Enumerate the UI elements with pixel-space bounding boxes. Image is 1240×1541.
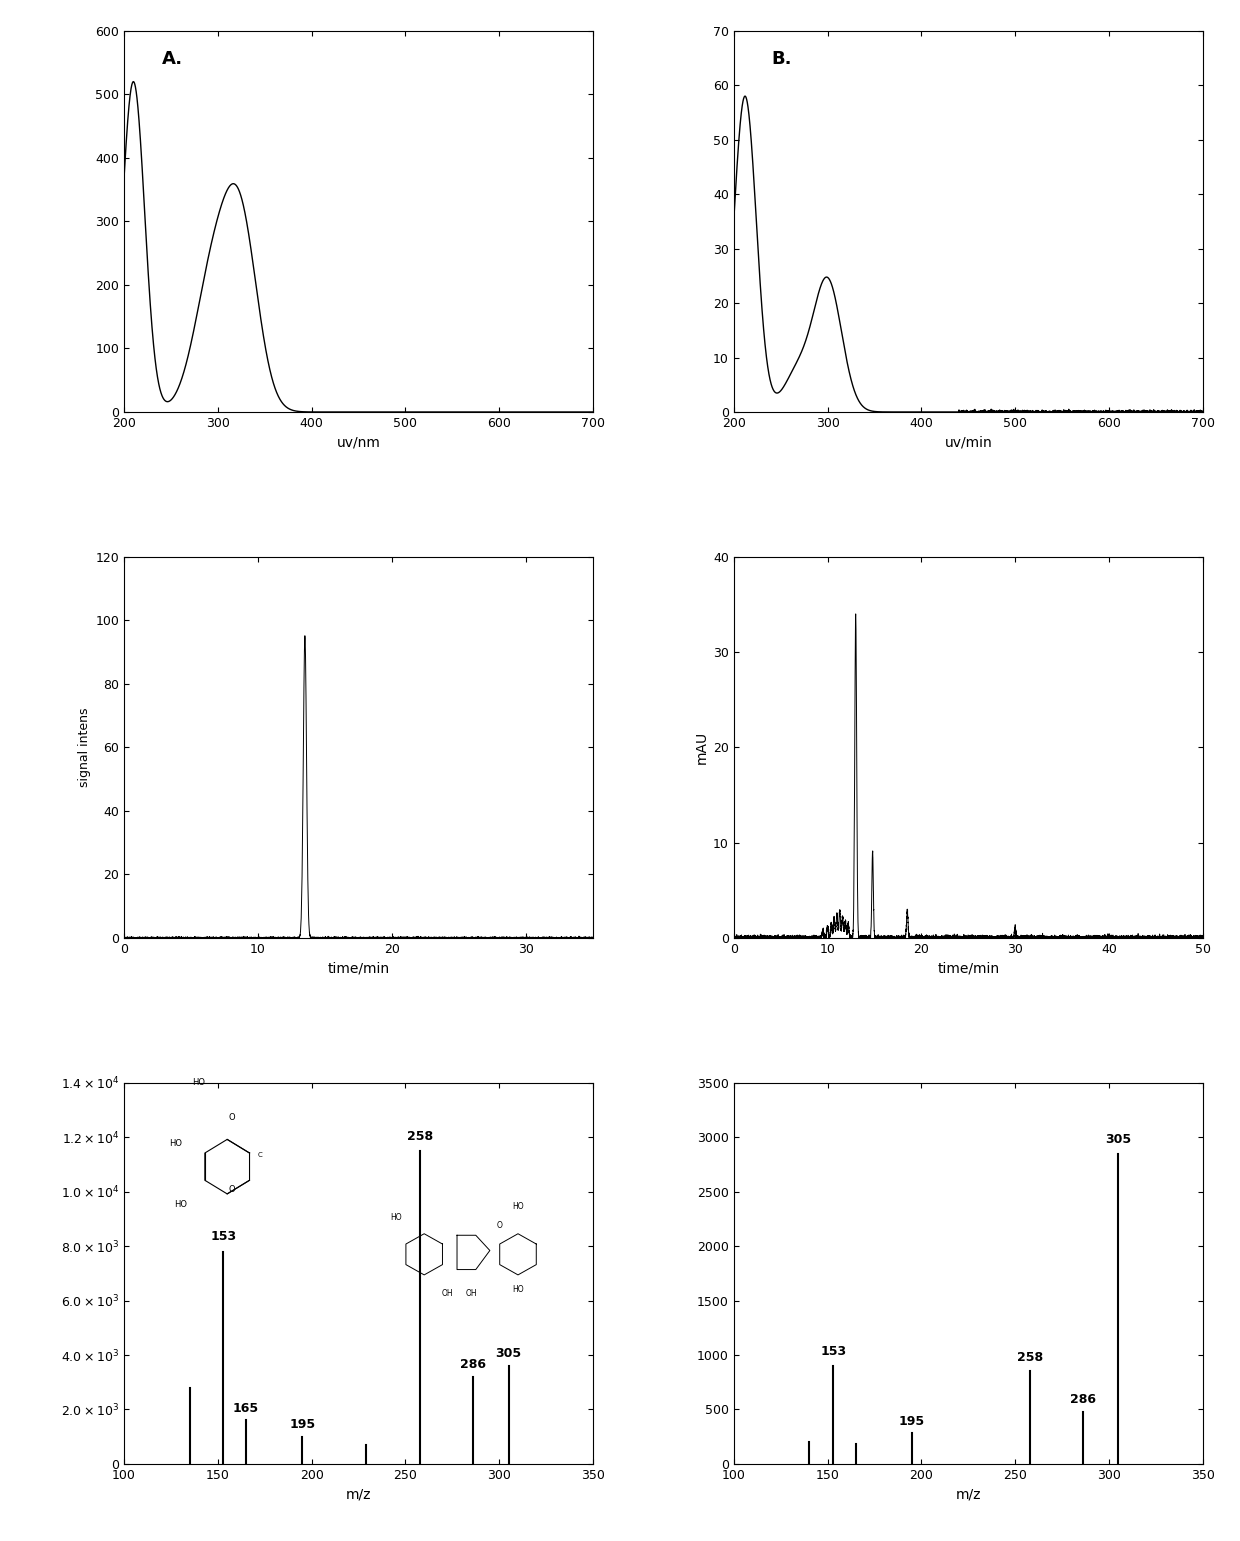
Text: B.: B. bbox=[771, 49, 792, 68]
Text: O: O bbox=[228, 1113, 236, 1122]
X-axis label: uv/min: uv/min bbox=[945, 436, 992, 450]
X-axis label: time/min: time/min bbox=[327, 962, 389, 975]
Text: A.: A. bbox=[161, 49, 182, 68]
Y-axis label: mAU: mAU bbox=[694, 730, 709, 764]
Text: 165: 165 bbox=[233, 1402, 259, 1415]
Text: 305: 305 bbox=[1105, 1133, 1131, 1147]
Text: C: C bbox=[258, 1153, 263, 1159]
Text: 258: 258 bbox=[1017, 1351, 1043, 1364]
Text: HO: HO bbox=[192, 1079, 206, 1088]
Text: O: O bbox=[496, 1220, 502, 1230]
Y-axis label: signal intens: signal intens bbox=[78, 707, 91, 787]
Text: OH: OH bbox=[465, 1290, 477, 1298]
Text: HO: HO bbox=[512, 1202, 523, 1211]
Text: 305: 305 bbox=[496, 1347, 522, 1361]
Text: OH: OH bbox=[441, 1290, 454, 1298]
Text: O: O bbox=[228, 1185, 236, 1194]
Text: 195: 195 bbox=[899, 1415, 925, 1429]
Text: 258: 258 bbox=[408, 1130, 434, 1143]
X-axis label: m/z: m/z bbox=[346, 1487, 371, 1501]
Text: 153: 153 bbox=[820, 1345, 846, 1358]
Text: 195: 195 bbox=[289, 1418, 315, 1432]
Text: 286: 286 bbox=[460, 1358, 486, 1371]
Text: HO: HO bbox=[169, 1139, 182, 1148]
X-axis label: m/z: m/z bbox=[956, 1487, 981, 1501]
Text: HO: HO bbox=[512, 1285, 523, 1294]
Text: HO: HO bbox=[391, 1213, 402, 1222]
Text: 153: 153 bbox=[211, 1230, 237, 1244]
X-axis label: time/min: time/min bbox=[937, 962, 999, 975]
X-axis label: uv/nm: uv/nm bbox=[336, 436, 381, 450]
Text: 286: 286 bbox=[1070, 1393, 1096, 1407]
Text: HO: HO bbox=[174, 1200, 187, 1210]
